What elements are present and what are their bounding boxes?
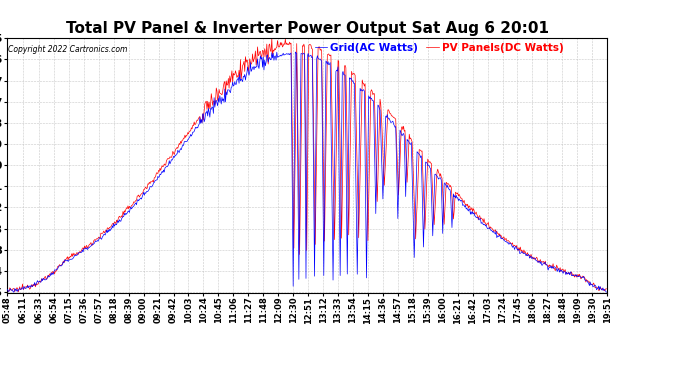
Grid(AC Watts)	[3, 287, 11, 291]
PV Panels(DC Watts)	[384, 108, 393, 112]
Grid(AC Watts)	[9, 290, 17, 294]
Legend: Grid(AC Watts), PV Panels(DC Watts): Grid(AC Watts), PV Panels(DC Watts)	[315, 43, 564, 53]
Grid(AC Watts)	[291, 50, 299, 54]
PV Panels(DC Watts)	[19, 282, 27, 286]
Line: Grid(AC Watts): Grid(AC Watts)	[7, 52, 607, 292]
PV Panels(DC Watts)	[490, 229, 498, 234]
PV Panels(DC Watts)	[602, 286, 611, 291]
PV Panels(DC Watts)	[268, 36, 276, 40]
Grid(AC Watts)	[602, 290, 611, 294]
Text: Copyright 2022 Cartronics.com: Copyright 2022 Cartronics.com	[8, 45, 128, 54]
PV Panels(DC Watts)	[3, 288, 11, 293]
Grid(AC Watts)	[384, 117, 393, 121]
PV Panels(DC Watts)	[560, 270, 568, 274]
Grid(AC Watts)	[518, 249, 526, 254]
Grid(AC Watts)	[560, 269, 568, 274]
Title: Total PV Panel & Inverter Power Output Sat Aug 6 20:01: Total PV Panel & Inverter Power Output S…	[66, 21, 549, 36]
PV Panels(DC Watts)	[14, 290, 23, 294]
Grid(AC Watts)	[19, 286, 27, 290]
PV Panels(DC Watts)	[518, 248, 526, 252]
PV Panels(DC Watts)	[374, 177, 382, 181]
Grid(AC Watts)	[490, 231, 498, 235]
Grid(AC Watts)	[374, 103, 382, 107]
Line: PV Panels(DC Watts): PV Panels(DC Watts)	[7, 38, 607, 292]
